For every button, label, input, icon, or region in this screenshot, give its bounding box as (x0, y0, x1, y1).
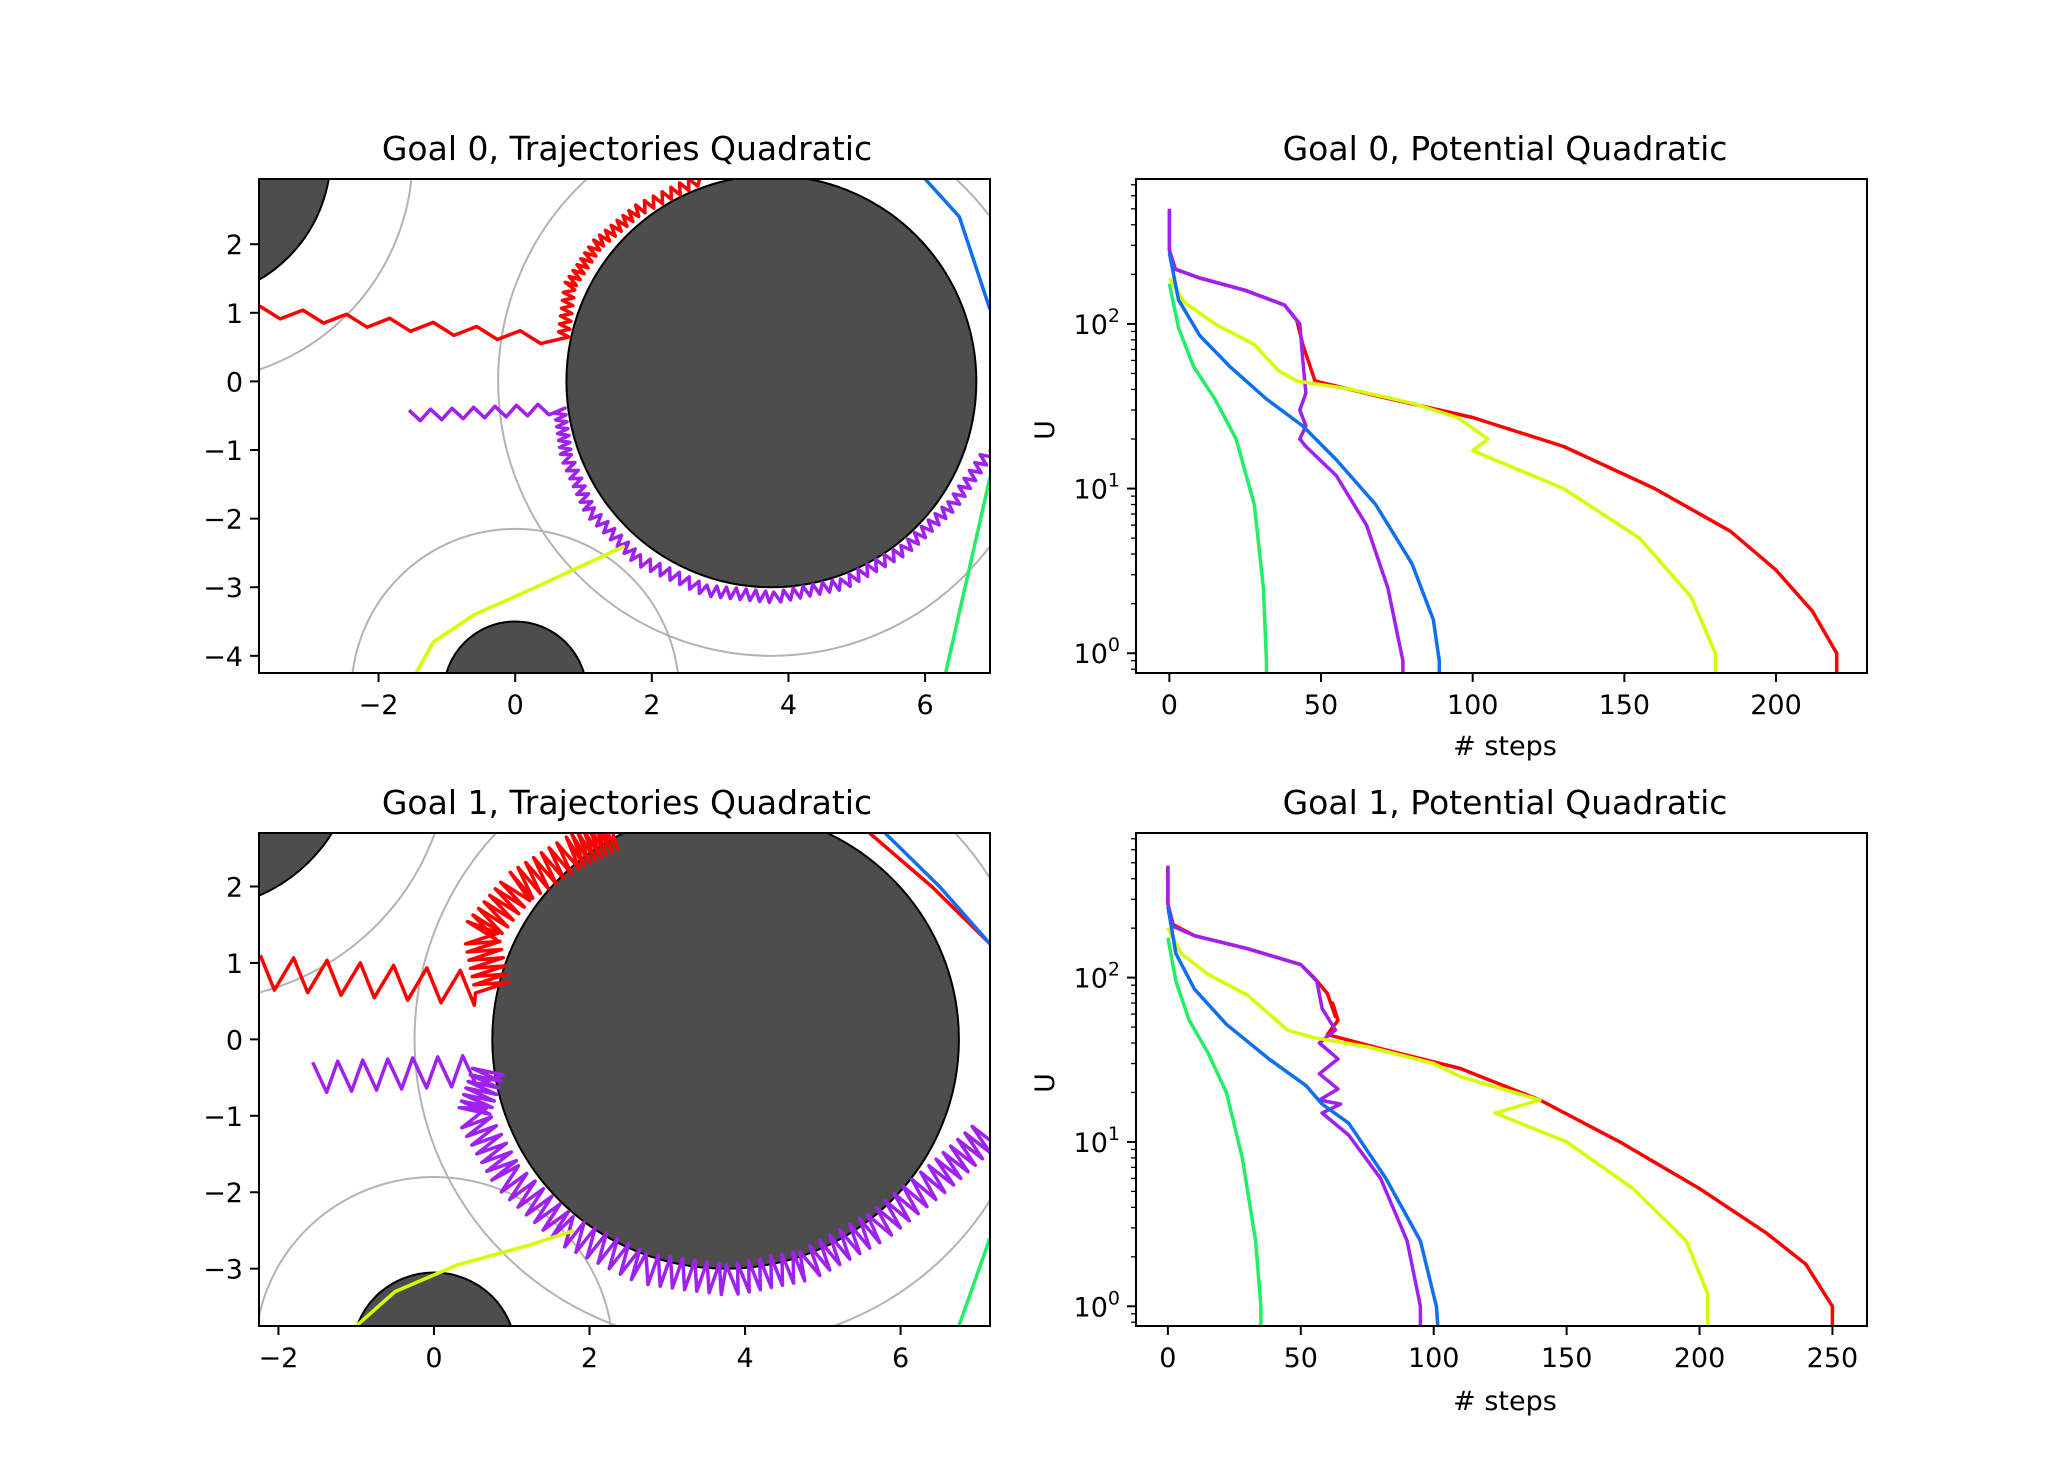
series-line (1166, 927, 1710, 1326)
obstacle-circle (259, 833, 334, 897)
y-tick-label: −4 (203, 642, 243, 673)
x-tick-label: 6 (892, 1343, 909, 1374)
x-tick-label: 200 (1674, 1343, 1726, 1374)
influence-circle (497, 179, 990, 657)
x-tick-label: −2 (359, 690, 399, 721)
x-tick-label: 0 (425, 1343, 442, 1374)
series-line (1167, 252, 1442, 673)
subplot-title: Goal 1, Potential Quadratic (1283, 783, 1728, 822)
x-axis-label: # steps (1453, 1386, 1557, 1417)
series-line (259, 179, 702, 346)
y-tick-label: −1 (203, 436, 243, 467)
series-line (407, 402, 990, 605)
subplot-goal0-potential: Goal 0, Potential Quadratic # steps U (1030, 129, 1727, 762)
x-tick-label: 250 (1807, 1343, 1859, 1374)
series-line (259, 833, 620, 1007)
subplot-goal1-trajectories: Goal 1, Trajectories Quadratic (382, 783, 872, 822)
series-line (883, 833, 990, 945)
series-line (957, 1237, 990, 1326)
x-tick-label: 200 (1750, 690, 1802, 721)
influence-circle (413, 833, 990, 1326)
y-tick-label: 1 (226, 299, 243, 330)
y-tick-label: 2 (226, 873, 243, 904)
y-tick-label: 0 (226, 1025, 243, 1056)
influence-circle (259, 1176, 612, 1326)
x-tick-label: 0 (507, 690, 524, 721)
series-line (1167, 277, 1718, 673)
y-tick-label: 102 (1074, 959, 1120, 995)
x-tick-label: 0 (1161, 690, 1178, 721)
subplot-goal1-potential: Goal 1, Potential Quadratic # steps U (1030, 783, 1727, 1417)
obstacle-circle (445, 620, 585, 673)
obstacle-circle (355, 1271, 512, 1326)
axes-frame (258, 178, 991, 674)
plot-area (1166, 865, 1835, 1326)
y-tick-label: 2 (226, 230, 243, 261)
y-axis-label: U (1030, 420, 1061, 440)
obstacle-circle (259, 179, 330, 281)
x-tick-label: 2 (581, 1343, 598, 1374)
subplot-goal0-trajectories: Goal 0, Trajectories Quadratic (382, 129, 872, 168)
axes-frame (258, 832, 991, 1327)
obstacle-circle (565, 179, 978, 589)
subplot-title: Goal 1, Trajectories Quadratic (382, 783, 872, 822)
y-tick-label: −2 (203, 505, 243, 536)
x-tick-label: 50 (1284, 1343, 1318, 1374)
x-tick-label: 6 (917, 690, 934, 721)
x-tick-label: 2 (643, 690, 660, 721)
series-line (1166, 865, 1423, 1326)
y-tick-label: −3 (203, 573, 243, 604)
x-tick-label: 50 (1304, 690, 1338, 721)
y-axis-label: U (1030, 1073, 1061, 1093)
x-tick-label: 4 (780, 690, 797, 721)
influence-circle (351, 527, 679, 673)
subplot-title: Goal 0, Potential Quadratic (1283, 129, 1728, 168)
y-tick-label: −2 (203, 1178, 243, 1209)
axes-frame (1135, 832, 1868, 1327)
x-tick-label: 150 (1541, 1343, 1593, 1374)
x-axis-label: # steps (1453, 731, 1557, 762)
subplot-title: Goal 0, Trajectories Quadratic (382, 129, 872, 168)
series-line (355, 1228, 575, 1326)
plot-area (1167, 208, 1839, 673)
plot-area (259, 179, 990, 673)
x-tick-label: 4 (736, 1343, 753, 1374)
series-line (923, 179, 990, 310)
y-tick-label: 0 (226, 367, 243, 398)
series-line (943, 477, 990, 673)
series-line (1166, 906, 1440, 1326)
y-tick-label: 101 (1074, 470, 1120, 506)
y-tick-label: 1 (226, 949, 243, 980)
series-line (1167, 208, 1405, 673)
x-tick-label: −2 (259, 1343, 299, 1374)
plot-area (259, 833, 990, 1326)
y-tick-label: −3 (203, 1255, 243, 1286)
series-line (414, 544, 626, 673)
axes-frame (1135, 178, 1868, 674)
series-line (1166, 937, 1263, 1326)
series-line (868, 833, 990, 946)
series-line (1167, 283, 1269, 673)
series-line (311, 1054, 990, 1297)
x-tick-label: 100 (1408, 1343, 1460, 1374)
y-tick-label: −1 (203, 1102, 243, 1133)
x-tick-label: 100 (1447, 690, 1499, 721)
x-tick-label: 150 (1599, 690, 1651, 721)
x-tick-label: 0 (1159, 1343, 1176, 1374)
